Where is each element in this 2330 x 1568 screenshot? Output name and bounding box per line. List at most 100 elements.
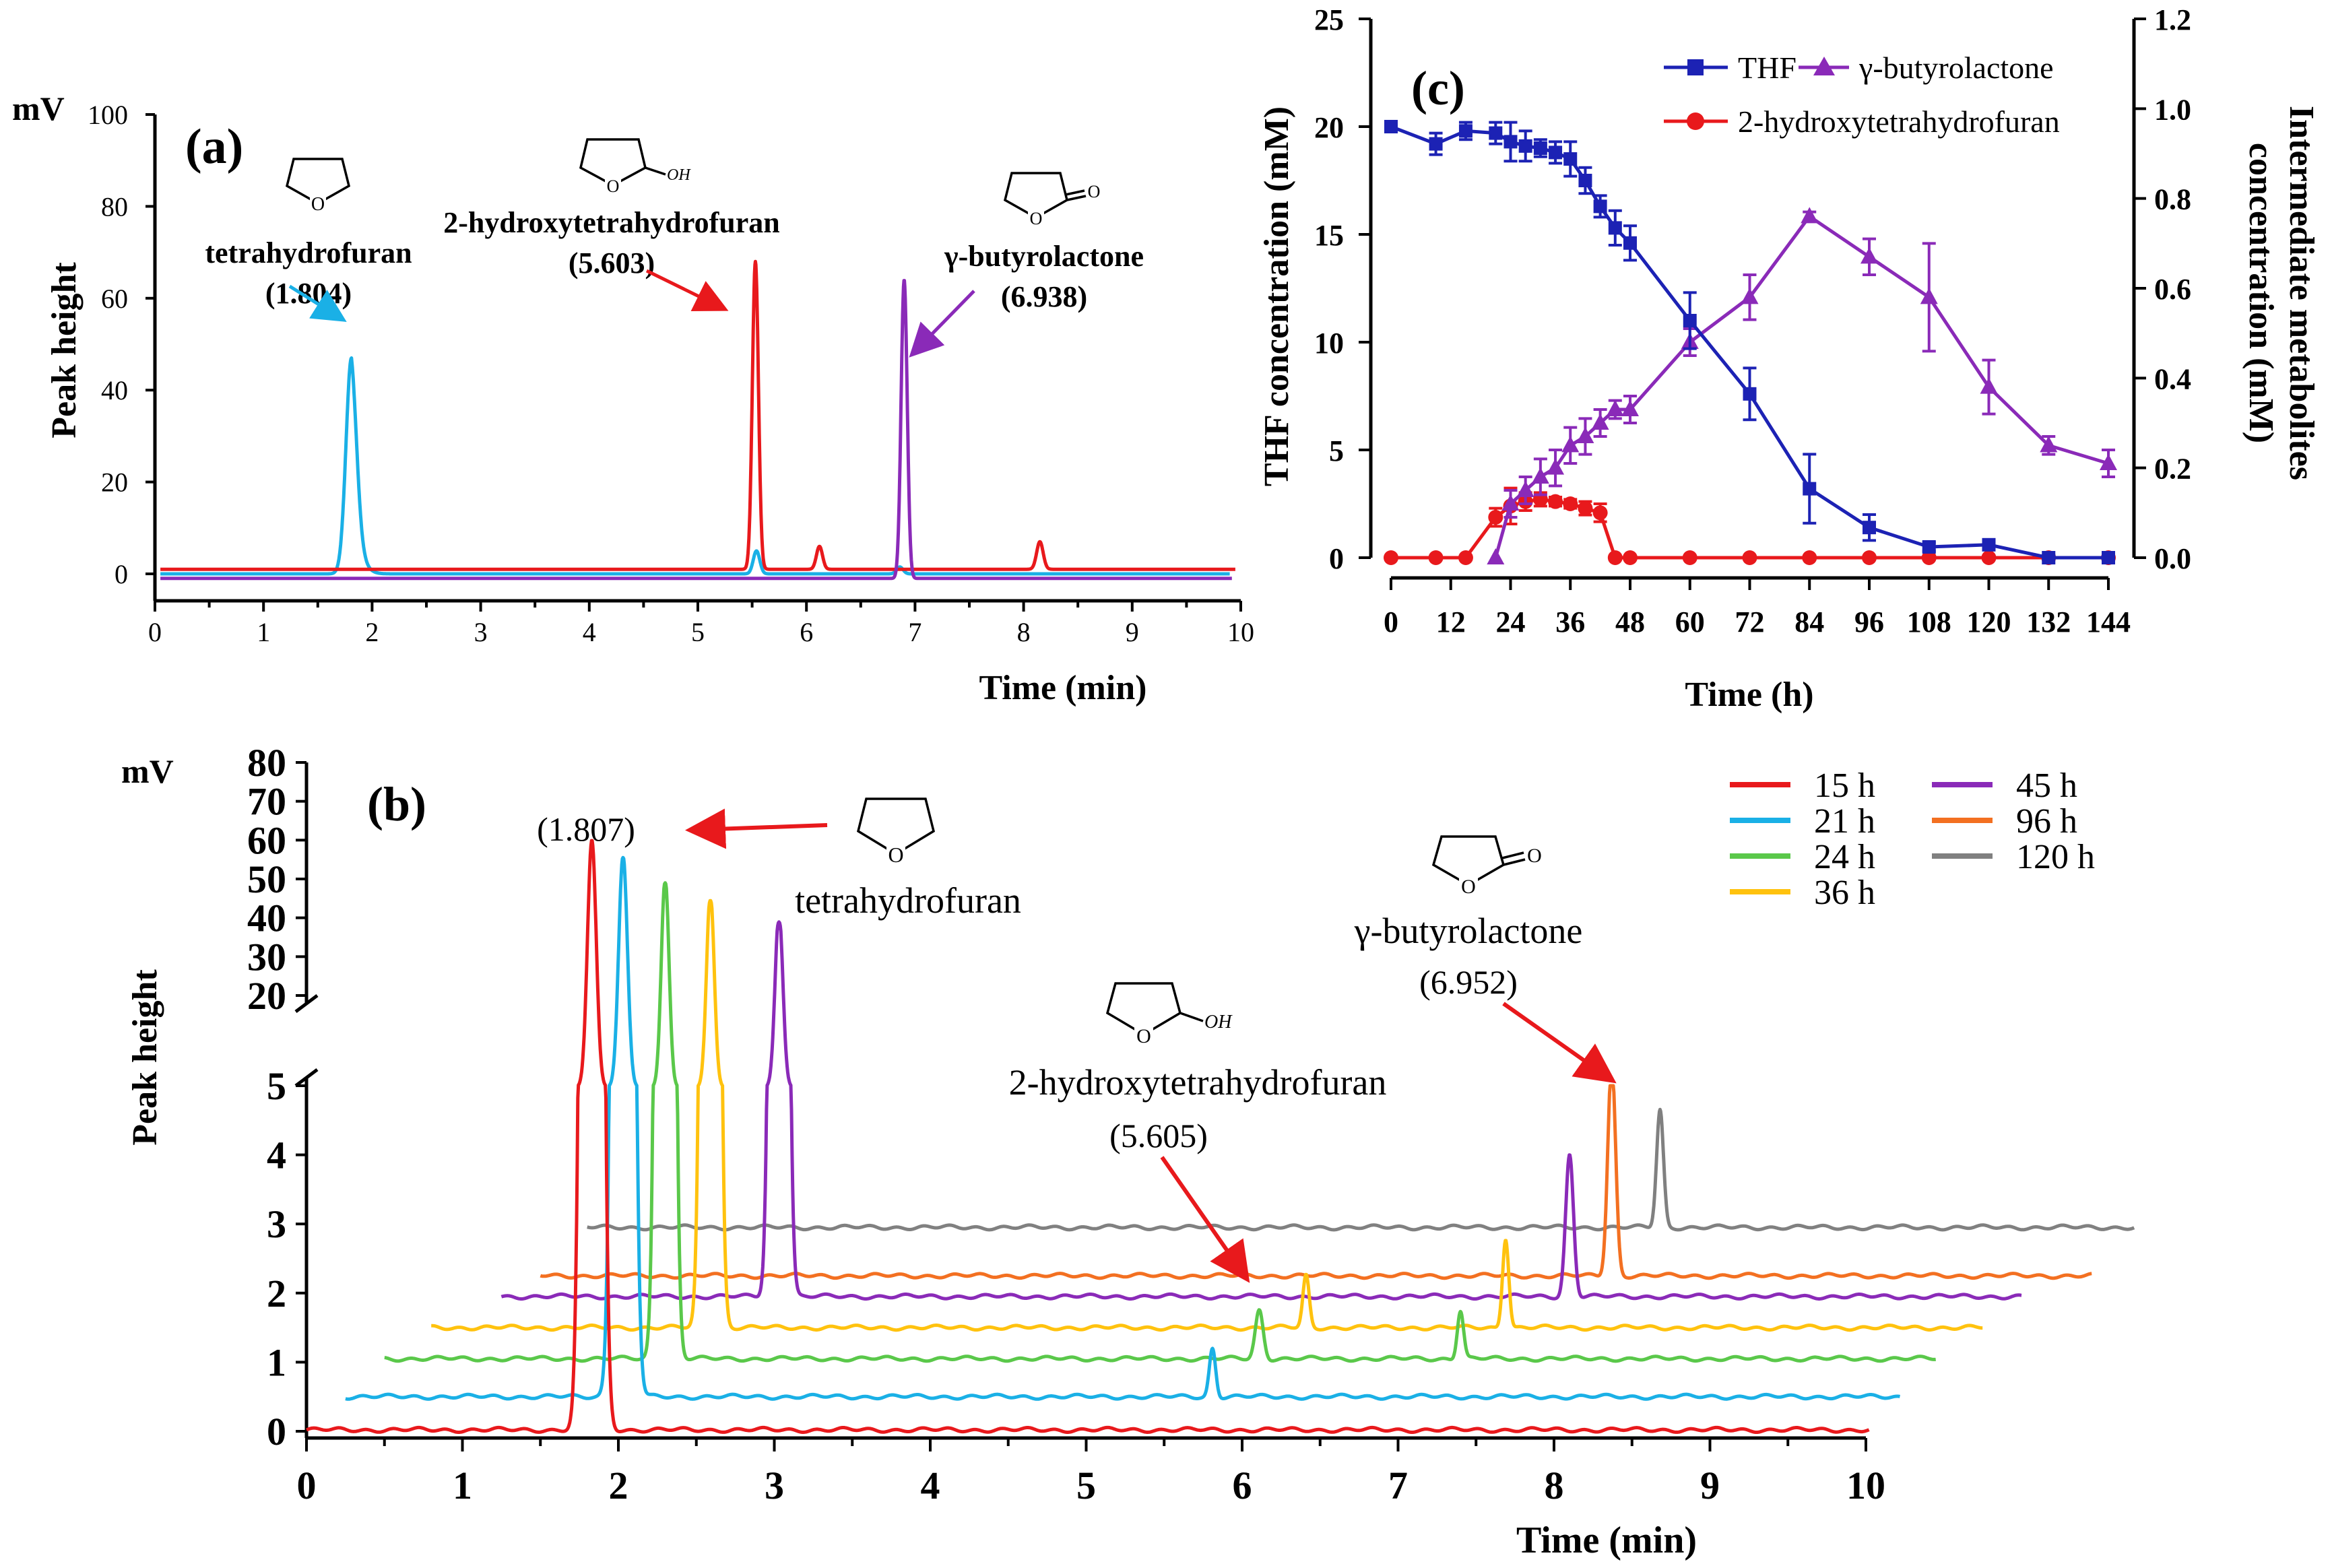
c-y-tick-label-right: 0.6 (2154, 273, 2191, 306)
panel-c-ylabel-left: THF concentration (mM) (1258, 106, 1296, 486)
c-point (1489, 126, 1503, 140)
c-y-tick-label-right: 1.2 (2154, 3, 2191, 36)
b-arrow-thf (685, 808, 828, 849)
panel-c-series (1384, 120, 2117, 565)
a-label-gbl-rt: (6.938) (1001, 280, 1087, 313)
c-x-tick-label: 48 (1615, 606, 1645, 639)
c-point (1576, 427, 1594, 443)
a-label-gbl: γ-butyrolactone (944, 240, 1144, 273)
b-label-thf: tetrahydrofuran (795, 880, 1021, 921)
panel-b-traces (305, 839, 2135, 1434)
b-y-tick-label: 60 (247, 818, 286, 862)
b-legend-label: 15 h (1814, 766, 1875, 805)
c-x-tick-label: 24 (1496, 606, 1526, 639)
svg-text:OH: OH (667, 166, 691, 184)
b-legend-label: 120 h (2016, 838, 2095, 876)
b-y-tick-label: 0 (267, 1410, 286, 1453)
b-y-tick-label: 30 (247, 935, 286, 979)
panel-c-label: (c) (1411, 61, 1465, 115)
c-point (1384, 550, 1398, 565)
panel-b-label: (b) (367, 777, 426, 831)
b-trace-96h (539, 1084, 2093, 1280)
c-y-tick-label-left: 10 (1314, 327, 1344, 360)
legend-oh: 2-hydroxytetrahydrofuran (1664, 104, 2060, 139)
b-legend-label: 45 h (2016, 766, 2077, 805)
panel-b: (b) mV Peak height Time (min) 0 1 2 3 4 5 6 7 8 9… (121, 741, 2135, 1561)
b-y-tick-label: 20 (247, 974, 286, 1018)
svg-text:OH: OH (1204, 1012, 1233, 1033)
b-y-tick-label: 1 (267, 1340, 286, 1384)
a-y-tick-label: 60 (101, 284, 128, 314)
b-y-tick-label: 70 (247, 780, 286, 824)
a-x-tick-label: 7 (908, 617, 921, 647)
panel-c-axes: 0 12 24 36 48 60 72 84 96 108 120 132 144 0 5 10 15 20 25 0… (1314, 3, 2191, 639)
legend-thf-label: THF (1738, 51, 1797, 85)
c-point (1981, 550, 1997, 565)
c-point (2040, 436, 2058, 453)
c-point (1501, 494, 1520, 511)
c-y-tick-label-right: 0.0 (2154, 542, 2191, 575)
b-x-tick-label: 10 (1846, 1464, 1885, 1507)
panel-c-xlabel: Time (h) (1685, 676, 1813, 714)
c-point (1982, 537, 1996, 552)
c-point (1920, 288, 1938, 304)
svg-text:O: O (311, 194, 325, 215)
c-point (1591, 414, 1609, 430)
b-legend-item-24h: 24 h (1730, 838, 1875, 876)
c-point (1623, 236, 1637, 250)
c-x-tick-label: 120 (1967, 606, 2011, 639)
b-axis-break-upper (294, 994, 319, 1013)
b-axis-break-lower (294, 1068, 319, 1087)
a-trace-oh-thf (159, 259, 1237, 571)
c-point (2102, 551, 2115, 564)
b-legend-item-36h: 36 h (1730, 874, 1875, 912)
c-point (1578, 174, 1592, 187)
a-x-tick-label: 0 (148, 617, 162, 647)
b-trace-45h (500, 920, 2023, 1301)
c-point (1860, 247, 1878, 264)
b-y-tick-label: 50 (247, 857, 286, 901)
b-x-tick-label: 8 (1545, 1464, 1564, 1507)
a-x-tick-label: 9 (1126, 617, 1139, 647)
svg-text:O: O (1461, 876, 1476, 898)
c-point (2042, 551, 2056, 564)
b-x-tick-label: 5 (1076, 1464, 1096, 1507)
panel-a-xlabel: Time (min) (979, 669, 1147, 707)
c-point (1547, 458, 1565, 475)
c-point (1384, 120, 1398, 133)
a-y-tick-label: 0 (115, 559, 128, 589)
c-x-tick-label: 36 (1555, 606, 1585, 639)
c-y-tick-label-left: 5 (1329, 434, 1344, 467)
gbl-structure-a: O O (1003, 172, 1101, 228)
c-point (1742, 550, 1757, 565)
c-y-tick-label-right: 0.4 (2154, 362, 2191, 395)
c-point (1801, 207, 1819, 224)
a-label-oh-rt: (5.603) (569, 247, 655, 280)
c-y-tick-label-left: 0 (1329, 542, 1344, 575)
b-legend-label: 96 h (2016, 802, 2077, 841)
b-y-tick-label: 40 (247, 896, 286, 940)
b-y-tick-label: 5 (267, 1064, 286, 1108)
svg-text:O: O (1088, 182, 1101, 201)
c-x-tick-label: 132 (2026, 606, 2071, 639)
a-x-tick-label: 10 (1227, 617, 1254, 647)
c-point (1563, 152, 1578, 166)
c-series-thf (1384, 120, 2115, 564)
legend-gbl: γ-butyrolactone (1799, 51, 2054, 85)
panel-a-traces (159, 259, 1237, 581)
legend-gbl-label: γ-butyrolactone (1858, 51, 2054, 85)
panel-b-xlabel: Time (min) (1516, 1520, 1697, 1561)
b-legend-label: 21 h (1814, 802, 1875, 841)
a-arrow-oh (645, 269, 729, 312)
c-point (1743, 387, 1757, 401)
a-label-thf: tetrahydrofuran (205, 236, 412, 269)
c-point (1531, 467, 1549, 484)
a-y-tick-label: 40 (101, 375, 128, 405)
c-point (1487, 548, 1505, 564)
panel-b-yunit: mV (121, 752, 174, 790)
oh-thf-structure-a: O OH (579, 138, 691, 196)
c-point (1621, 400, 1639, 416)
c-point (2100, 454, 2117, 470)
b-x-tick-label: 6 (1233, 1464, 1252, 1507)
